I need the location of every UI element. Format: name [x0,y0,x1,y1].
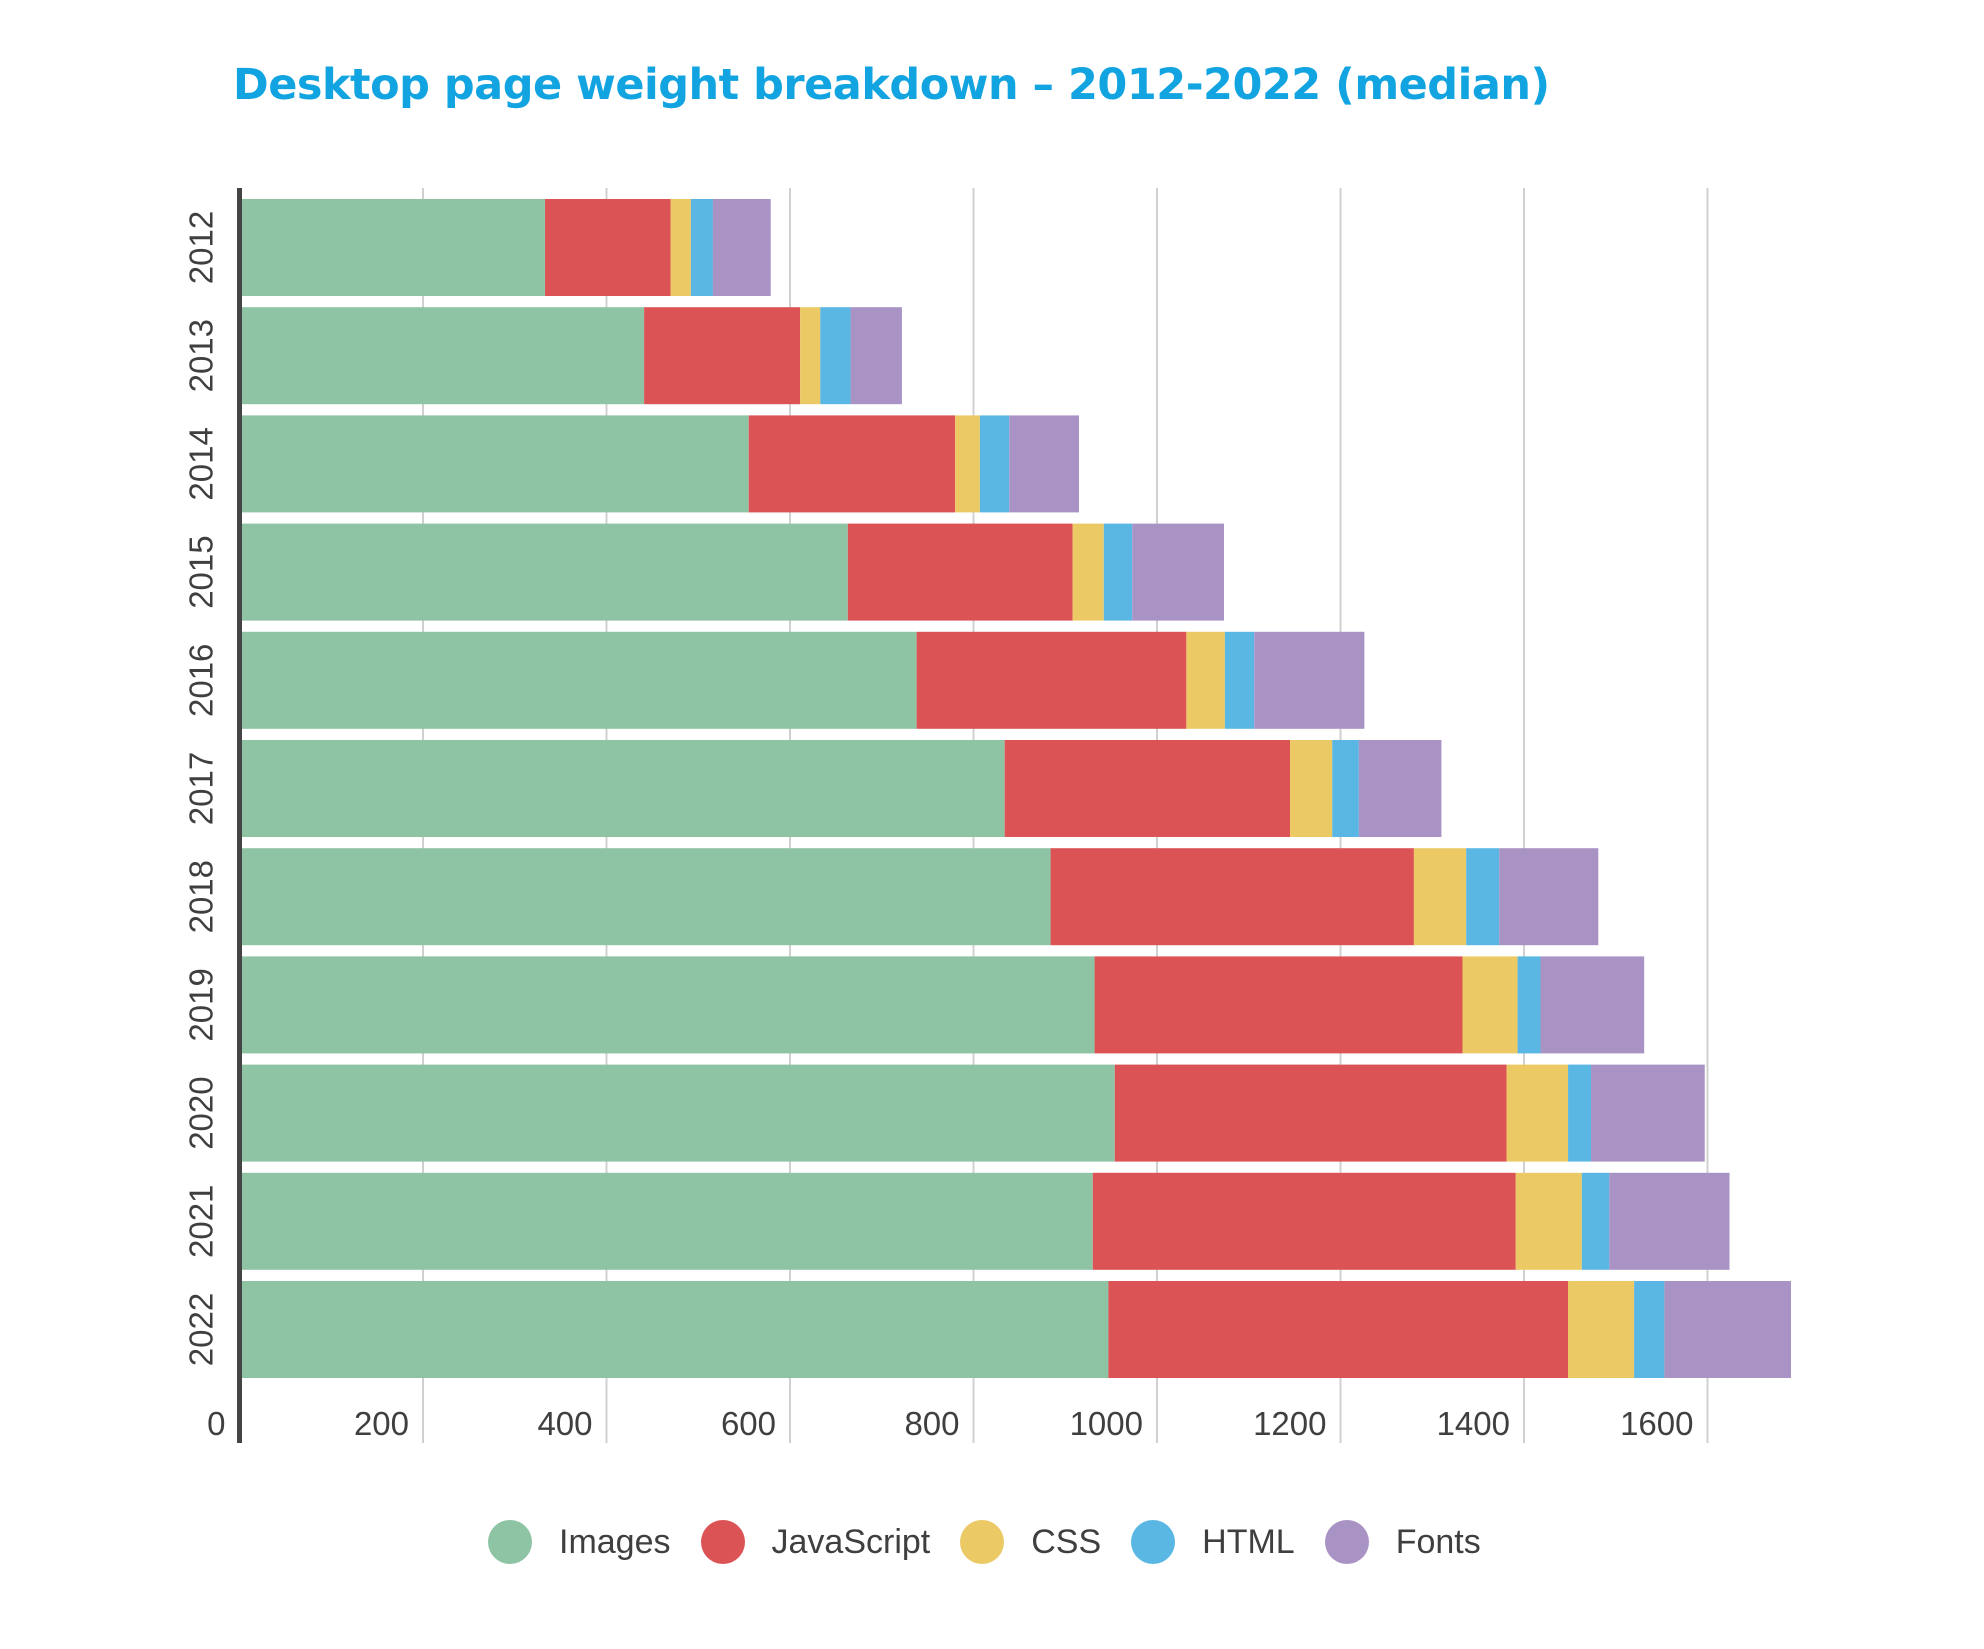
chart-title: Desktop page weight breakdown – 2012-202… [233,60,1550,110]
bar-segment-css-2017 [1290,740,1333,837]
legend-label: CSS [1031,1522,1102,1561]
legend-swatch-icon [1324,1520,1369,1564]
bar-segment-javascript-2020 [1114,1064,1507,1162]
legend: Images JavaScript CSS HTML Fonts [488,1519,1511,1565]
x-tick-label: 1000 [1070,1405,1143,1442]
bar-segment-css-2013 [800,307,821,405]
bar-segment-fonts-2022 [1664,1281,1791,1378]
x-tick-label: 1200 [1253,1405,1326,1442]
bar-segment-html-2012 [690,199,713,296]
bar-segment-images-2014 [239,415,749,513]
legend-item-images: Images [488,1520,671,1564]
bar-segment-javascript-2015 [847,523,1073,621]
legend-swatch-icon [1131,1520,1176,1564]
bar-segment-fonts-2017 [1358,740,1442,837]
y-category-label: 2018 [183,860,220,933]
legend-item-javascript: JavaScript [700,1520,931,1564]
legend-label: JavaScript [771,1522,931,1561]
y-category-labels: 2012 2013 2014 2015 2016 2017 2018 2019 2020 2021… [183,211,220,1366]
bar-segment-images-2017 [239,740,1005,837]
bar-segment-html-2021 [1581,1172,1610,1270]
x-tick-label: 1400 [1437,1405,1510,1442]
x-tick-label: 400 [537,1405,592,1442]
bar-segment-html-2020 [1568,1064,1591,1162]
bar-segment-html-2016 [1224,631,1255,729]
x-tick-label: 0 [207,1405,225,1442]
bar-segment-css-2021 [1515,1172,1582,1270]
bar-segment-css-2012 [670,199,691,296]
bar-segment-fonts-2015 [1132,523,1224,621]
bar-segment-fonts-2016 [1254,631,1365,729]
bar-segment-html-2017 [1332,740,1359,837]
bar-segment-css-2018 [1413,848,1467,946]
legend-item-fonts: Fonts [1324,1520,1481,1564]
bar-segment-html-2014 [979,415,1010,513]
y-category-label: 2020 [183,1076,220,1149]
legend-label: Fonts [1395,1522,1481,1561]
bar-segment-javascript-2018 [1050,848,1414,946]
bar-segment-javascript-2014 [748,415,956,513]
bar-segment-html-2015 [1103,523,1133,621]
bar-segment-images-2013 [239,307,645,405]
bar-segment-fonts-2021 [1609,1172,1730,1270]
legend-item-css: CSS [960,1520,1101,1564]
bar-segment-css-2019 [1462,956,1518,1054]
bar-segment-css-2016 [1186,631,1225,729]
bar-segment-fonts-2020 [1590,1064,1705,1162]
x-tick-labels: 0 200 400 600 800 1000 1200 1400 1600 [207,1405,1693,1442]
bar-segment-images-2019 [239,956,1095,1054]
bar-segment-css-2015 [1072,523,1104,621]
legend-swatch-icon [700,1520,745,1564]
bar-segment-html-2013 [820,307,851,405]
bar-segment-images-2015 [239,523,848,621]
y-category-label: 2017 [183,752,220,825]
x-tick-label: 1600 [1620,1405,1693,1442]
bar-segment-html-2019 [1517,956,1541,1054]
legend-swatch-icon [488,1520,532,1564]
bar-segment-images-2020 [239,1064,1115,1162]
legend-swatch-icon [960,1520,1005,1564]
bar-segment-fonts-2014 [1009,415,1080,513]
y-category-label: 2012 [183,211,220,284]
bar-segment-javascript-2012 [545,199,671,296]
bars [239,199,1791,1378]
bar-segment-javascript-2017 [1004,740,1291,837]
x-tick-label: 800 [904,1405,959,1442]
y-category-label: 2021 [183,1185,220,1258]
bar-segment-javascript-2022 [1108,1281,1569,1378]
bar-segment-html-2018 [1466,848,1500,946]
legend-label: HTML [1202,1522,1295,1561]
bar-segment-fonts-2012 [712,199,771,296]
bar-segment-css-2022 [1568,1281,1635,1378]
bar-segment-images-2022 [239,1281,1109,1378]
bar-segment-fonts-2019 [1540,956,1645,1054]
bar-segment-images-2012 [239,199,546,296]
y-category-label: 2022 [183,1293,220,1366]
bar-segment-javascript-2013 [644,307,801,405]
bar-segment-javascript-2021 [1092,1172,1516,1270]
y-category-label: 2014 [183,427,220,500]
legend-label: Images [559,1522,671,1561]
y-category-label: 2016 [183,644,220,717]
bar-segment-javascript-2019 [1094,956,1463,1054]
x-tick-label: 200 [354,1405,409,1442]
bar-segment-fonts-2018 [1499,848,1599,946]
legend-item-html: HTML [1131,1520,1295,1564]
y-category-label: 2019 [183,968,220,1041]
x-tick-label: 600 [721,1405,776,1442]
bar-segment-images-2021 [239,1172,1093,1270]
bar-segment-css-2020 [1506,1064,1569,1162]
y-category-label: 2015 [183,535,220,608]
bar-segment-javascript-2016 [916,631,1187,729]
bar-segment-images-2018 [239,848,1051,946]
y-category-label: 2013 [183,319,220,392]
bar-segment-css-2014 [955,415,980,513]
bar-segment-fonts-2013 [850,307,902,405]
bar-segment-html-2022 [1634,1281,1665,1378]
bar-segment-images-2016 [239,631,917,729]
